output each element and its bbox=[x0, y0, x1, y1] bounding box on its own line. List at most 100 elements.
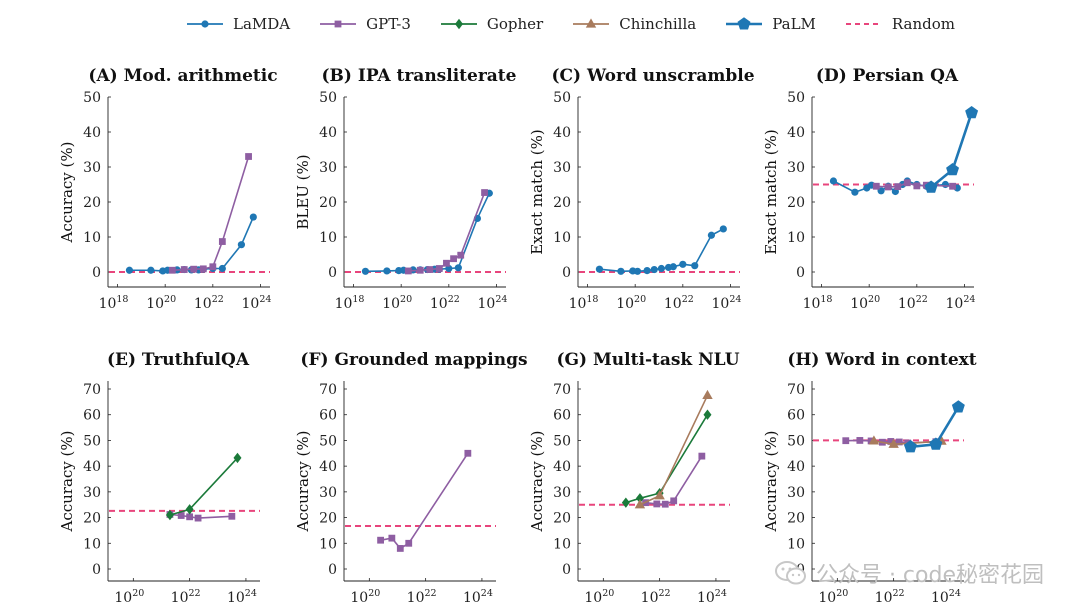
legend-marker bbox=[201, 20, 209, 28]
y-tick-label: 10 bbox=[553, 536, 571, 552]
y-tick-label: 30 bbox=[553, 160, 571, 176]
data-point-lamda bbox=[237, 241, 246, 249]
x-tick-label: 1024 bbox=[242, 294, 272, 312]
series-line-gpt3 bbox=[645, 455, 703, 506]
y-tick-label: 60 bbox=[553, 408, 571, 424]
x-tick-label: 1022 bbox=[664, 294, 694, 312]
x-tick-label: 1024 bbox=[463, 588, 493, 606]
data-point-gpt3 bbox=[186, 513, 194, 521]
y-axis-label: BLEU (%) bbox=[294, 154, 312, 229]
y-tick-label: 40 bbox=[83, 125, 101, 141]
legend-label: Random bbox=[891, 15, 956, 33]
wechat-icon bbox=[774, 561, 806, 585]
data-point-gpt3 bbox=[209, 263, 217, 271]
legend-label: PaLM bbox=[772, 15, 816, 33]
y-tick-label: 50 bbox=[553, 90, 571, 106]
data-point-lamda bbox=[125, 266, 134, 274]
chart-title: (F) Grounded mappings bbox=[300, 350, 527, 370]
data-point-gopher bbox=[635, 493, 644, 504]
y-tick-label: 40 bbox=[319, 459, 337, 475]
lamda-circle-icon bbox=[187, 20, 223, 28]
y-tick-label: 40 bbox=[319, 125, 337, 141]
y-tick-label: 50 bbox=[787, 433, 805, 449]
series-gpt3 bbox=[404, 189, 488, 275]
y-tick-label: 20 bbox=[553, 195, 571, 211]
data-point-chinchilla bbox=[702, 389, 713, 400]
chart-title: (E) TruthfulQA bbox=[107, 350, 250, 370]
y-tick-label: 0 bbox=[328, 562, 337, 578]
series-lamda bbox=[125, 213, 257, 275]
legend-marker bbox=[454, 18, 463, 30]
x-tick-label: 1020 bbox=[584, 588, 614, 606]
y-tick-label: 20 bbox=[83, 511, 101, 527]
y-axis-label: Exact match (%) bbox=[528, 129, 546, 255]
data-point-gpt3 bbox=[435, 265, 443, 272]
data-point-lamda bbox=[851, 188, 859, 196]
series-gpt3 bbox=[168, 153, 252, 274]
y-tick-label: 50 bbox=[787, 90, 805, 106]
y-tick-label: 10 bbox=[553, 230, 571, 246]
y-tick-label: 50 bbox=[319, 433, 337, 449]
legend-label: LaMDA bbox=[233, 15, 291, 33]
data-point-lamda bbox=[679, 260, 687, 268]
data-point-gpt3 bbox=[698, 452, 706, 460]
x-tick-label: 1020 bbox=[818, 588, 848, 606]
y-tick-label: 30 bbox=[83, 160, 101, 176]
x-tick-label: 1022 bbox=[171, 588, 201, 606]
legend-item-gopher: Gopher bbox=[439, 15, 543, 33]
x-tick-label: 1018 bbox=[803, 294, 833, 312]
series-line-gopher bbox=[625, 414, 709, 504]
data-point-gpt3 bbox=[949, 182, 956, 190]
data-point-gpt3 bbox=[426, 266, 434, 273]
legend-label: Gopher bbox=[486, 15, 544, 33]
legend-item-gpt3: GPT-3 bbox=[318, 15, 411, 33]
legend-item-palm: PaLM bbox=[724, 15, 816, 33]
x-tick-label: 1020 bbox=[146, 294, 176, 312]
legend-marker bbox=[334, 20, 342, 28]
y-tick-label: 40 bbox=[83, 459, 101, 475]
y-tick-label: 10 bbox=[319, 230, 337, 246]
data-point-gpt3 bbox=[913, 182, 921, 190]
x-tick-label: 1020 bbox=[382, 294, 412, 312]
y-axis-label: Accuracy (%) bbox=[58, 430, 76, 532]
y-tick-label: 70 bbox=[83, 382, 101, 398]
data-point-palm bbox=[924, 180, 938, 193]
data-point-gpt3 bbox=[199, 265, 207, 273]
y-tick-label: 30 bbox=[319, 160, 337, 176]
data-point-chinchilla bbox=[868, 435, 880, 445]
data-point-gpt3 bbox=[887, 438, 895, 445]
data-point-lamda bbox=[633, 267, 642, 275]
series-gpt3 bbox=[377, 449, 472, 552]
data-point-gpt3 bbox=[180, 266, 188, 273]
y-tick-label: 30 bbox=[787, 485, 805, 501]
legend: LaMDA GPT-3 Gopher Chinchilla PaLM Rando… bbox=[185, 12, 955, 36]
data-point-gpt3 bbox=[245, 153, 252, 160]
data-point-lamda bbox=[669, 263, 677, 271]
data-point-gopher bbox=[233, 452, 242, 464]
y-tick-label: 0 bbox=[562, 562, 571, 578]
y-tick-label: 20 bbox=[319, 511, 337, 527]
random-dashed-line-icon bbox=[845, 23, 882, 25]
y-axis-label: Accuracy (%) bbox=[58, 141, 76, 243]
y-axis-label: Accuracy (%) bbox=[528, 430, 546, 532]
data-point-chinchilla bbox=[634, 499, 646, 509]
data-point-lamda bbox=[218, 264, 226, 273]
data-point-lamda bbox=[691, 262, 699, 270]
data-point-lamda bbox=[829, 177, 838, 185]
x-tick-label: 1022 bbox=[407, 588, 437, 606]
data-point-lamda bbox=[383, 267, 391, 275]
y-tick-label: 30 bbox=[319, 485, 337, 501]
data-point-gpt3 bbox=[895, 438, 903, 446]
legend-item-lamda: LaMDA bbox=[185, 15, 290, 33]
chart-title: (D) Persian QA bbox=[816, 66, 959, 86]
chart-title: (C) Word unscramble bbox=[551, 66, 754, 86]
y-tick-label: 50 bbox=[553, 433, 571, 449]
legend-marker bbox=[737, 17, 751, 30]
y-tick-label: 70 bbox=[319, 382, 337, 398]
series-line-gopher bbox=[169, 457, 239, 516]
data-point-gpt3 bbox=[903, 179, 911, 187]
